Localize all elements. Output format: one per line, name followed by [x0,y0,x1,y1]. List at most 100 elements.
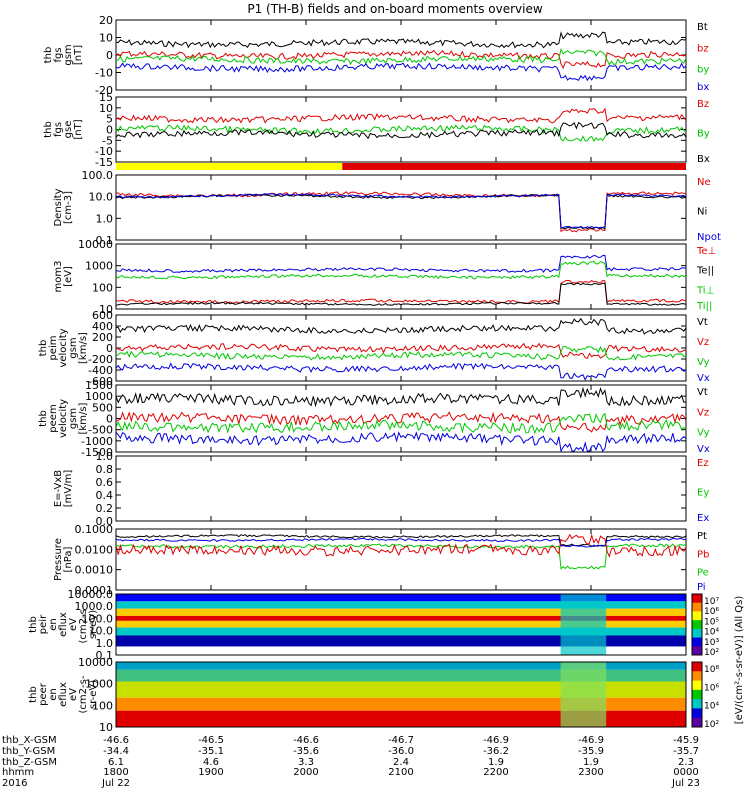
y-axis-label: Pressure [53,538,64,581]
y-tick-label: -5 [102,134,113,147]
colorbar-tick-label: 10⁵ [704,617,719,627]
spectrogram-band [116,662,686,670]
y-axis-label: gsm [68,337,79,358]
y-axis-label: gsm [68,408,79,429]
legend-entry: Ex [697,513,709,524]
y-tick-label: 0.0 [96,515,114,528]
legend-entry: Vt [697,317,708,328]
y-tick-label: 0 [106,124,113,137]
mode-bar-segment [342,163,686,170]
x-row-value: -35.6 [293,746,319,757]
x-row-value: -35.7 [673,746,699,757]
y-tick-label: 10000 [78,238,113,251]
x-row-label: hhmm [2,767,34,778]
legend-entry: Vt [697,387,708,398]
y-tick-label: 20 [99,14,113,27]
panel-frame [115,174,687,241]
spectrogram-band [116,594,686,602]
temp-ti-perp [116,254,686,273]
y-axis-label: [eV] [63,266,74,287]
x-row-value: 2100 [388,767,413,778]
pressure-pe [116,543,686,570]
x-row-value: 2.3 [678,757,694,768]
series-Bt [116,31,686,49]
colorbar-tick-label: 10³ [704,638,719,648]
x-row-value: -35.1 [198,746,224,757]
colorbar-segment [692,699,702,709]
panel-mode_bar [116,163,686,170]
y-tick-label: 0.1 [96,234,114,247]
colorbar-tick-label: 10⁴ [704,702,719,712]
y-tick-label: 1.0 [96,637,114,650]
colorbar: 10⁸ 10⁶ 10⁴ 10² [691,661,719,730]
y-tick-label: 1.0 [96,212,114,225]
x-row-value: 2200 [483,767,508,778]
series-by [116,47,686,66]
pressure-pi [116,537,686,548]
panel-fgs_gsm: 20 10 0 -10 -20 thb fgs gsm [nT] Bt bz by bx [43,14,709,97]
y-tick-label: 100 [92,699,113,712]
colorbar-tick-label: 10⁸ [704,665,719,675]
spectrogram-band [116,669,686,682]
y-tick-label: 1500 [85,379,113,392]
temp-te-perp [116,279,686,304]
colorbar-tick-label: 10² [704,648,719,658]
spectrogram-image [116,662,686,727]
series-group [116,107,686,143]
series-group [116,31,686,82]
y-axis-label: thb [38,410,49,427]
y-tick-label: 0.4 [96,489,114,502]
legend-entry: Ti|| [696,301,712,312]
spectrogram-image [116,594,686,655]
y-tick-label: 10.0 [89,625,114,638]
y-tick-label: 100.0 [82,612,114,625]
x-row-value: -46.5 [198,735,224,746]
series-Vy [116,345,686,361]
spectrogram-band [116,646,686,655]
y-tick-label: 0.8 [96,463,114,476]
y-axis-label: thb [43,121,54,138]
colorbar-segment [692,594,702,604]
colorbar-segment [692,628,702,639]
panel-frame [115,593,687,656]
density-npot [116,193,686,229]
temp-te-par [116,282,686,306]
spectrogram-event [560,594,607,655]
y-axis-label: thb [38,340,49,357]
colorbar-segment [692,717,702,728]
legend-entry: By [697,129,710,140]
panel-frame [115,661,687,728]
legend-entry: Ey [697,488,709,499]
x-row-label: thb_Y-GSM [2,746,55,757]
y-tick-label: 1.0 [96,450,114,463]
legend-entry: by [697,65,709,76]
y-tick-label: 15 [99,91,113,104]
y-axis-label: (cm2-s- [78,605,89,643]
colorbar-segment [692,602,702,612]
x-row-value: -45.9 [673,735,699,746]
legend-entry: Vz [697,337,709,348]
y-tick-label: -500 [88,424,113,437]
legend-entry: Npot [697,232,721,243]
x-row-value: -46.7 [388,735,414,746]
y-axis-label: [km/s] [78,402,89,434]
legend-entry: Pi [697,582,706,593]
x-row-value: -46.9 [483,735,509,746]
y-tick-label: 0.0010 [75,564,114,577]
y-axis-label: eflux [58,682,69,707]
y-axis-label: peer [38,682,49,706]
panel-pressure: 0.1000 0.0100 0.0010 0.0001 Pressure [nPa] Pt P… [53,523,709,597]
y-axis-label: peim [48,335,59,360]
x-row-label: thb_X-GSM [2,735,57,746]
x-row-value: 1.9 [583,757,599,768]
x-row-value: -46.6 [103,735,129,746]
y-tick-label: 10 [99,32,113,45]
y-axis-label: eflux [58,612,69,637]
y-tick-label: 0.0001 [75,584,114,597]
y-axis-label: [nT] [73,45,84,65]
x-row-value: -34.4 [103,746,129,757]
legend-entry: Bx [697,154,710,165]
colorbar-segment [692,671,702,682]
